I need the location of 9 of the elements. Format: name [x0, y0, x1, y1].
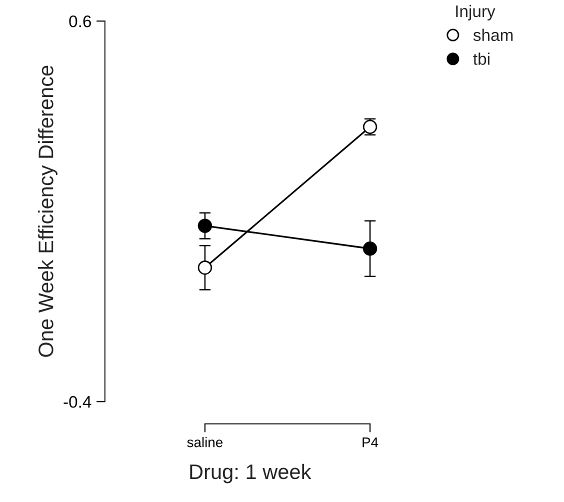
legend-title: Injury — [456, 4, 496, 20]
x-tick-label: saline — [187, 437, 222, 448]
legend-label: tbi — [473, 52, 490, 65]
y-tick-label: 0.6 — [69, 15, 91, 28]
y-axis-title: One Week Efficiency Difference — [38, 66, 58, 357]
y-tick-label: -0.4 — [64, 396, 92, 408]
x-axis-title: Drug: 1 week — [190, 464, 312, 484]
legend-label: sham — [473, 28, 513, 42]
x-tick-label: P4 — [362, 438, 378, 448]
